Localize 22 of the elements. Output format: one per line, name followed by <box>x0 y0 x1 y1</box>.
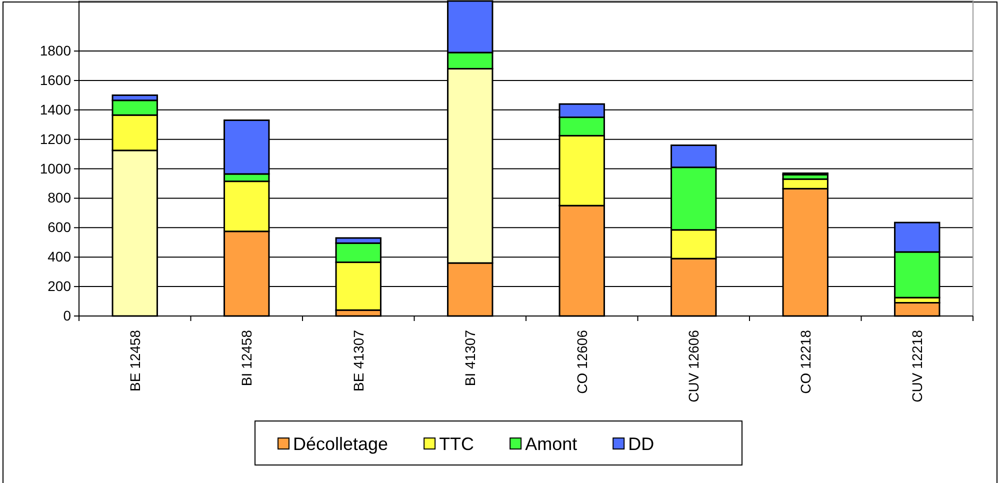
y-tick-label: 0 <box>63 307 72 324</box>
x-tick-label: CO 12606 <box>574 330 590 394</box>
y-tick-label: 800 <box>48 190 72 206</box>
x-tick-label: CUV 12606 <box>686 330 702 402</box>
y-tick-label: 400 <box>48 248 72 265</box>
legend-label: TTC <box>439 434 474 454</box>
y-tick-label: 1600 <box>40 72 72 88</box>
x-tick-label: BI 41307 <box>462 330 478 386</box>
y-tick-label: 200 <box>48 278 72 294</box>
x-tick-label: CO 12218 <box>797 330 814 394</box>
x-tick-label: BE 12458 <box>126 330 143 392</box>
y-tick-label: 1800 <box>40 42 72 59</box>
y-tick-label: 1200 <box>40 130 72 147</box>
legend-label: Décolletage <box>293 434 388 454</box>
legend-label: DD <box>628 434 654 454</box>
y-tick-label: 600 <box>48 219 72 236</box>
x-tick-label: CUV 12218 <box>909 330 926 402</box>
y-tick-label: 1000 <box>40 160 72 176</box>
y-tick-label: 1400 <box>40 101 72 118</box>
legend-label: Amont <box>525 434 578 454</box>
x-tick-label: BI 12458 <box>238 330 255 386</box>
x-tick-label: BE 41307 <box>350 330 366 392</box>
